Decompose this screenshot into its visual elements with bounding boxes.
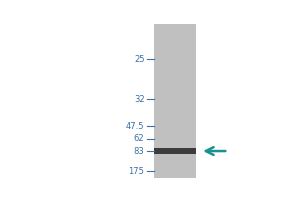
Text: 62: 62 (134, 134, 145, 143)
Text: 25: 25 (134, 55, 145, 64)
Text: 83: 83 (134, 147, 145, 156)
Text: 47.5: 47.5 (126, 122, 145, 131)
Bar (154, 148, 196, 154)
Text: 32: 32 (134, 95, 145, 104)
Text: 175: 175 (129, 167, 145, 176)
Bar (154, 24, 196, 178)
